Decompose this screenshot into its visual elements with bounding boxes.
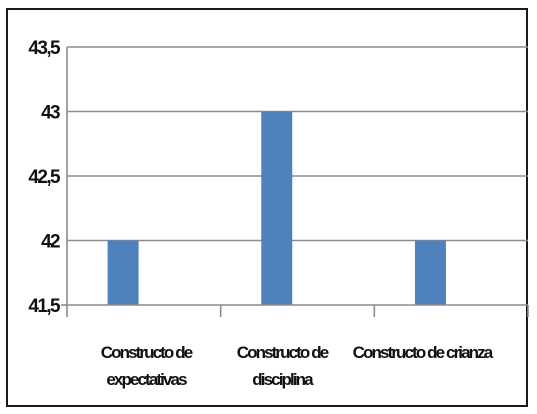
y-axis-tick-labels: 41,5 42 42,5 43 43,5 [28, 38, 62, 317]
bar [261, 111, 293, 305]
axes [61, 47, 529, 317]
x-axis-category-labels: Constructo de expectativas Constructo de di… [101, 343, 496, 389]
y-tick-label: 43 [41, 103, 60, 124]
bar [107, 240, 139, 305]
bars [107, 111, 446, 305]
y-tick-label: 41,5 [28, 296, 61, 317]
bar [414, 240, 446, 305]
gridlines [67, 46, 528, 242]
y-tick-label: 42,5 [28, 167, 61, 188]
x-category-label: Constructo de disciplina [237, 343, 329, 389]
y-tick-label: 42 [41, 232, 60, 253]
x-category-label: Constructo de crianza [353, 343, 494, 362]
x-category-label: Constructo de expectativas [101, 343, 193, 389]
y-tick-label: 43,5 [28, 38, 61, 59]
